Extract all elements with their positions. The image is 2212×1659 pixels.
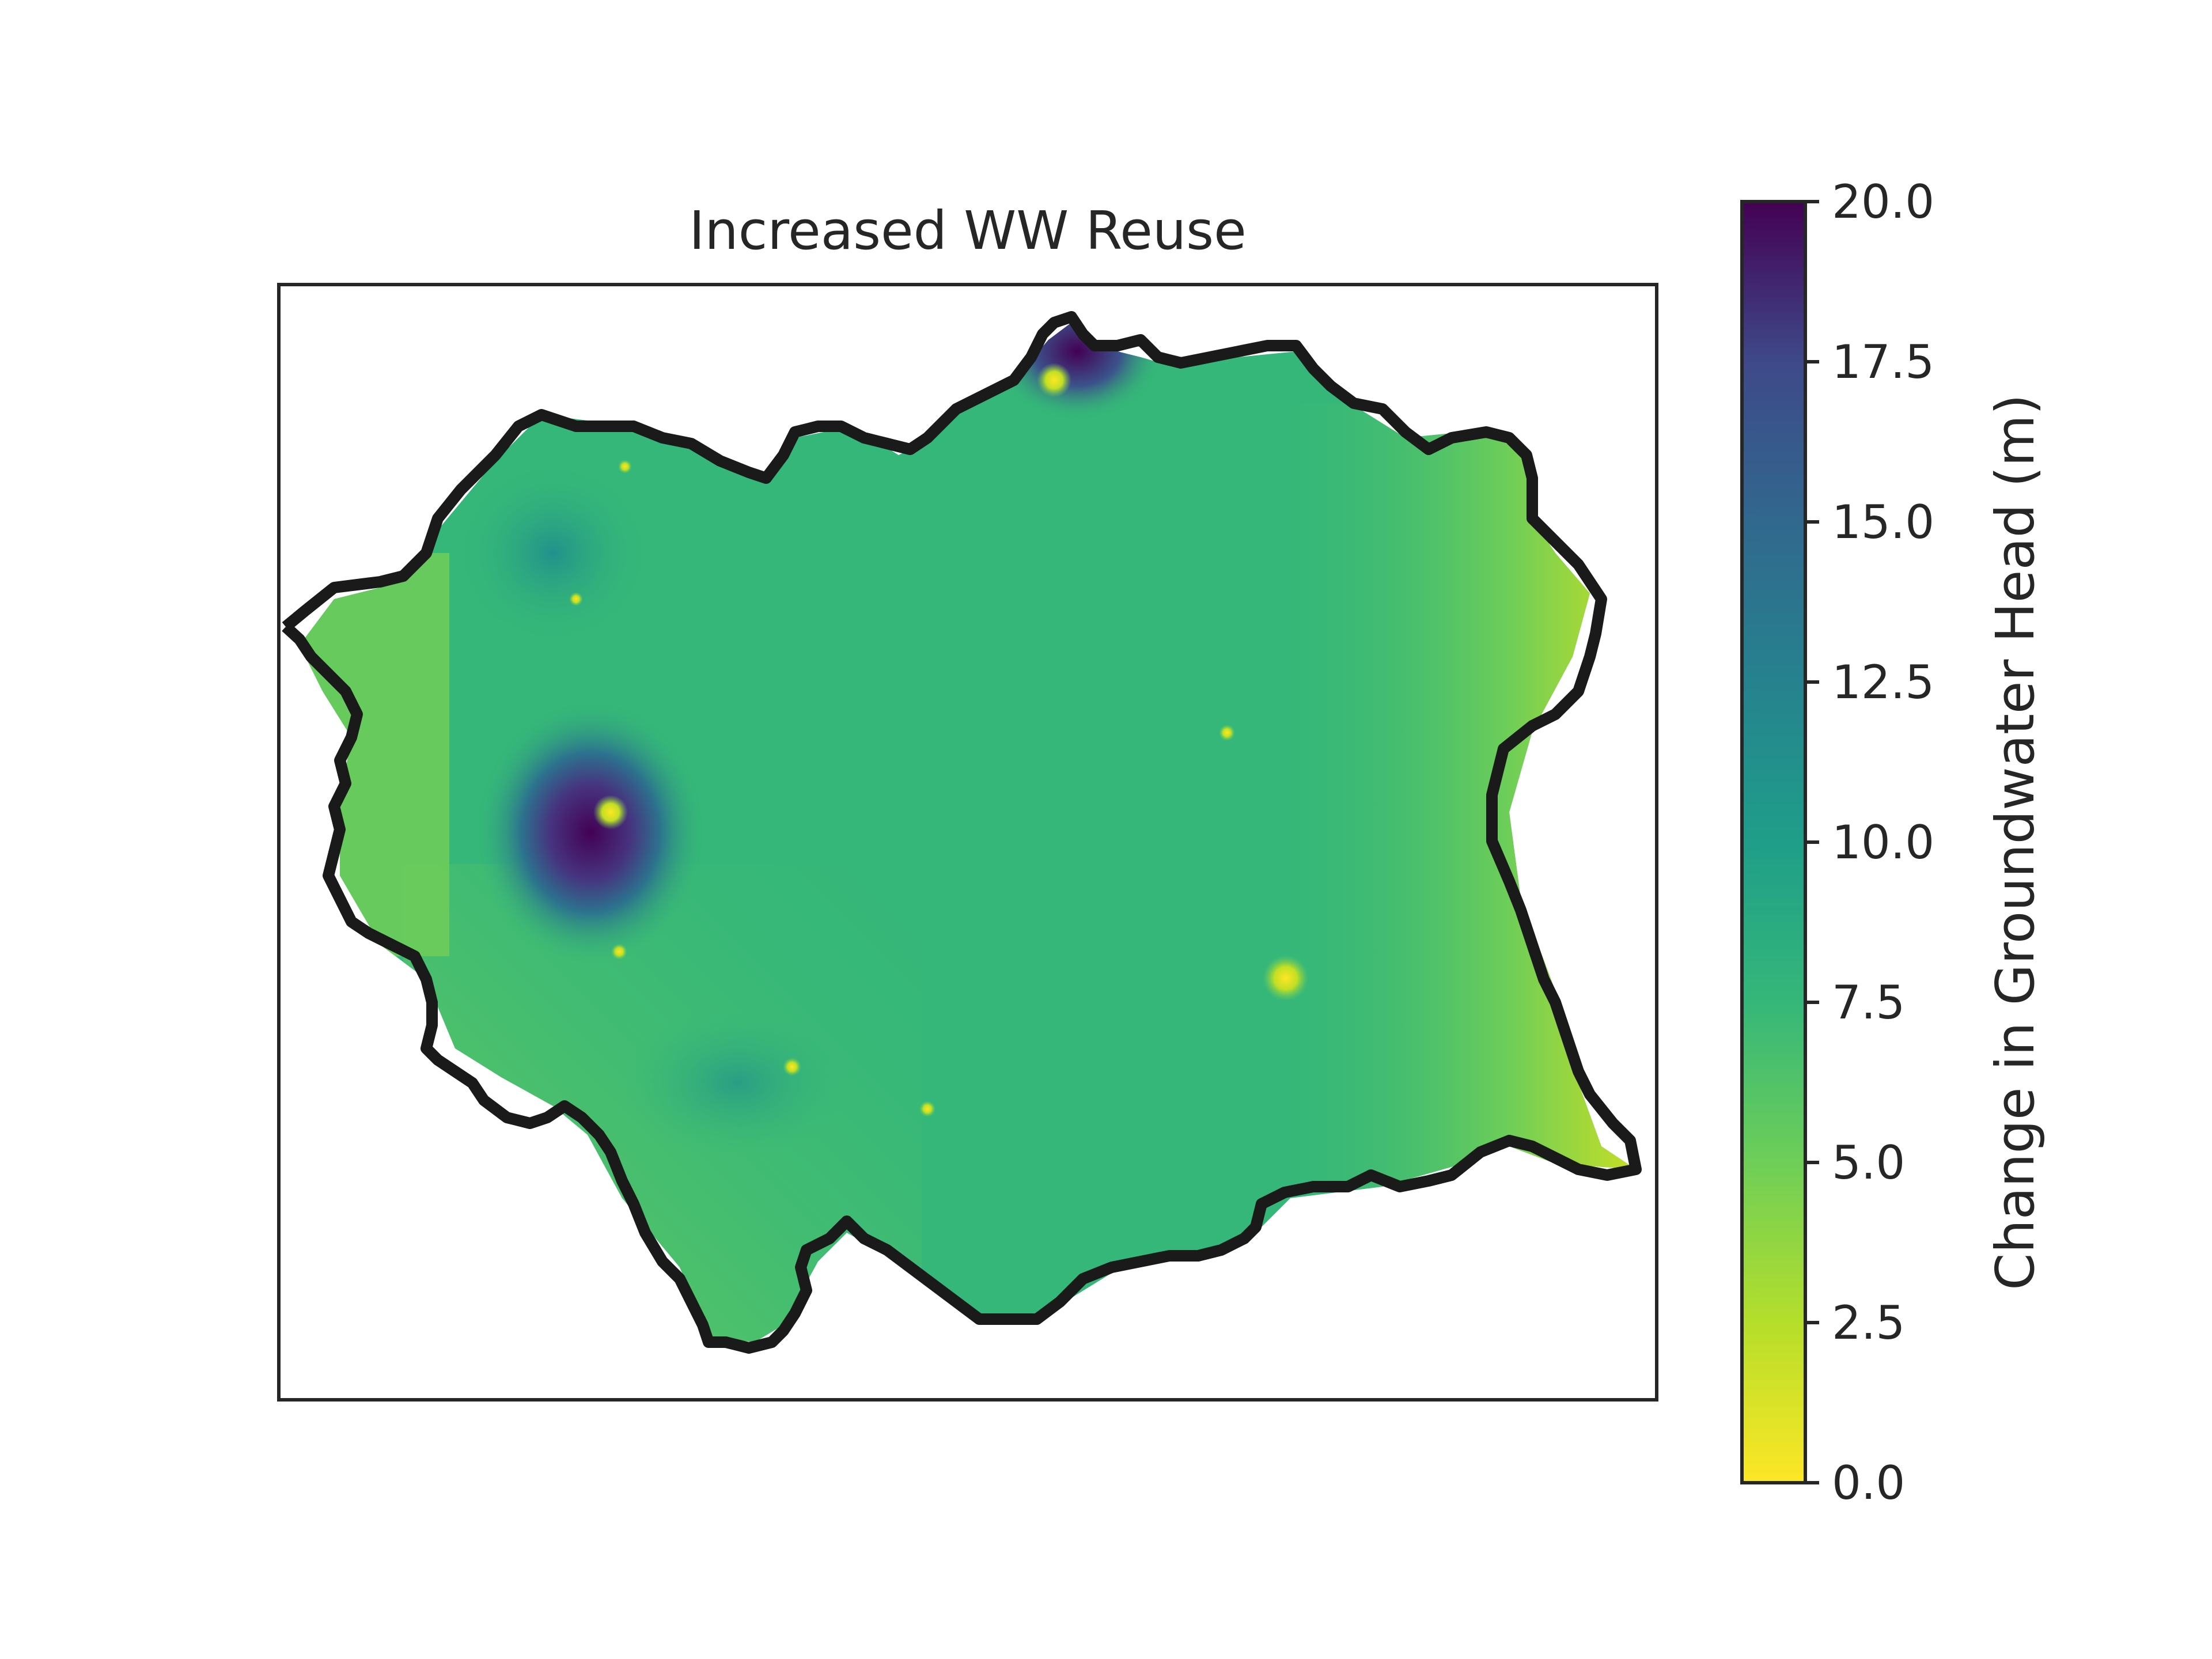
low-spot-3 [1263, 955, 1309, 1001]
colorbar-tick-label: 0.0 [1832, 1456, 1905, 1510]
low-spot-5 [783, 1058, 801, 1076]
colorbar: 0.0 2.5 5.0 7.5 10.0 12.5 15.0 17.5 20.0 Change … [1740, 175, 2046, 1510]
colorbar-ticks: 0.0 2.5 5.0 7.5 10.0 12.5 15.0 17.5 20.0 [1805, 175, 1934, 1510]
low-spot-8 [569, 592, 583, 606]
colorbar-label: Change in Groundwater Head (m) [1984, 394, 2046, 1290]
basin-boundary [282, 311, 1642, 1354]
low-spot-9 [618, 460, 632, 474]
field-west-margin [300, 553, 449, 956]
hotspot-west [475, 700, 706, 965]
plot-area [282, 311, 1642, 1354]
teal-zone-south [622, 1008, 853, 1158]
colorbar-tick-label: 12.5 [1832, 656, 1934, 709]
low-spot-2 [1037, 363, 1071, 397]
hotspot-north [991, 323, 1164, 421]
teal-zone-northwest [455, 461, 651, 645]
field-east-margin [1267, 403, 1636, 1210]
low-spot-6 [919, 1101, 935, 1117]
low-spot-7 [611, 944, 627, 960]
low-spot-1 [593, 795, 628, 830]
colorbar-tick-label: 5.0 [1832, 1136, 1905, 1190]
low-spot-4 [1219, 725, 1235, 741]
colorbar-tick-label: 20.0 [1832, 175, 1934, 229]
colorbar-gradient [1742, 202, 1805, 1483]
colorbar-tick-label: 7.5 [1832, 976, 1905, 1029]
colorbar-tick-label: 10.0 [1832, 816, 1934, 869]
axes-frame [277, 283, 1658, 1402]
colorbar-tick-label: 15.0 [1832, 495, 1934, 549]
chart-title: Increased WW Reuse [689, 200, 1246, 262]
colorbar-tick-label: 2.5 [1832, 1296, 1905, 1350]
colorbar-tick-label: 17.5 [1832, 335, 1934, 389]
